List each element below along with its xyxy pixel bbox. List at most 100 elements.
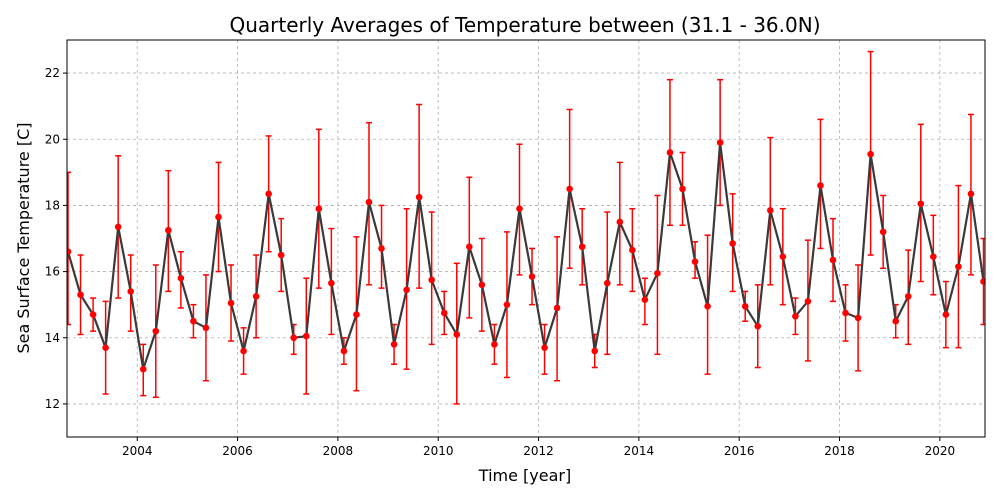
line-layer xyxy=(67,141,985,371)
data-point xyxy=(302,332,310,340)
data-point xyxy=(666,149,674,156)
data-point xyxy=(503,301,511,308)
data-point xyxy=(578,243,586,251)
data-point xyxy=(930,253,937,260)
data-point xyxy=(904,293,912,300)
data-point xyxy=(854,314,862,322)
data-point xyxy=(466,243,473,251)
data-point xyxy=(591,347,599,355)
plot-frame xyxy=(66,39,986,438)
data-point xyxy=(766,207,774,214)
data-point xyxy=(603,279,611,287)
data-point xyxy=(716,139,724,146)
x-tick-label: 2006 xyxy=(222,444,253,458)
data-point xyxy=(114,223,122,231)
chart-title: Quarterly Averages of Temperature betwee… xyxy=(229,13,820,37)
data-point xyxy=(528,273,536,280)
data-point xyxy=(729,240,736,247)
data-point xyxy=(328,279,335,287)
data-point xyxy=(629,246,636,254)
data-point xyxy=(365,198,373,206)
marker-layer xyxy=(67,139,985,373)
data-point xyxy=(139,365,147,373)
data-point xyxy=(553,304,561,312)
data-point xyxy=(817,182,824,189)
x-tick-label: 2012 xyxy=(523,444,554,458)
data-point xyxy=(654,269,661,277)
data-point xyxy=(679,185,686,193)
data-point xyxy=(829,256,837,264)
data-point xyxy=(804,298,812,305)
x-tick-label: 2010 xyxy=(423,444,454,458)
data-point xyxy=(215,213,222,221)
data-point xyxy=(641,296,649,304)
data-point xyxy=(792,312,799,320)
data-point xyxy=(390,341,398,348)
data-point xyxy=(428,276,435,284)
data-point xyxy=(453,331,461,338)
data-point xyxy=(917,200,925,208)
data-point xyxy=(754,322,762,330)
x-tick-label: 2020 xyxy=(925,444,956,458)
data-point xyxy=(67,248,72,256)
data-point xyxy=(842,309,849,317)
data-point xyxy=(415,193,423,201)
data-point xyxy=(879,228,887,236)
data-point xyxy=(127,288,135,295)
data-point xyxy=(202,324,210,332)
data-point xyxy=(566,185,573,193)
data-point xyxy=(240,347,247,355)
x-tick-label: 2016 xyxy=(724,444,755,458)
data-point xyxy=(704,303,711,310)
data-point xyxy=(478,281,486,289)
y-tick-label: 16 xyxy=(45,265,60,279)
y-tick-label: 20 xyxy=(45,132,60,146)
data-point xyxy=(691,258,699,265)
x-tick-label: 2014 xyxy=(624,444,655,458)
data-point xyxy=(353,311,360,318)
data-point xyxy=(190,317,197,325)
data-point xyxy=(779,253,787,260)
y-tick-label: 18 xyxy=(45,198,60,212)
tick-layer: 2004 2006 2008 2010 2012 2014 2016 2018 20201214… xyxy=(45,66,955,458)
y-axis-title: Sea Surface Temperature [C] xyxy=(14,122,33,353)
data-point xyxy=(89,311,97,318)
data-point xyxy=(491,341,498,348)
data-point xyxy=(967,190,975,198)
data-point xyxy=(77,291,84,299)
data-point xyxy=(290,334,298,342)
data-point xyxy=(867,150,874,158)
data-point xyxy=(403,286,410,294)
data-point xyxy=(616,218,624,226)
data-point xyxy=(980,278,985,285)
data-point xyxy=(892,317,900,325)
y-tick-label: 22 xyxy=(45,66,60,80)
data-point xyxy=(102,344,109,351)
data-point xyxy=(277,251,285,259)
data-point xyxy=(252,293,260,300)
data-point xyxy=(265,190,272,198)
data-point xyxy=(955,263,962,270)
data-point xyxy=(942,311,950,318)
data-point xyxy=(177,274,185,282)
x-tick-label: 2004 xyxy=(122,444,153,458)
data-point xyxy=(741,303,749,310)
x-tick-label: 2008 xyxy=(323,444,354,458)
data-point xyxy=(340,347,348,355)
data-point xyxy=(152,327,160,335)
series-line xyxy=(67,141,985,371)
data-point xyxy=(440,309,448,317)
y-tick-label: 12 xyxy=(45,397,60,411)
errorbar-layer xyxy=(67,50,985,405)
data-point xyxy=(165,226,172,234)
x-axis-title: Time [year] xyxy=(478,466,571,485)
data-point xyxy=(315,205,323,213)
data-point xyxy=(227,299,235,307)
x-tick-label: 2018 xyxy=(824,444,855,458)
data-point xyxy=(541,344,548,351)
y-tick-label: 14 xyxy=(45,331,60,345)
data-point xyxy=(378,245,385,252)
data-point xyxy=(516,205,523,213)
